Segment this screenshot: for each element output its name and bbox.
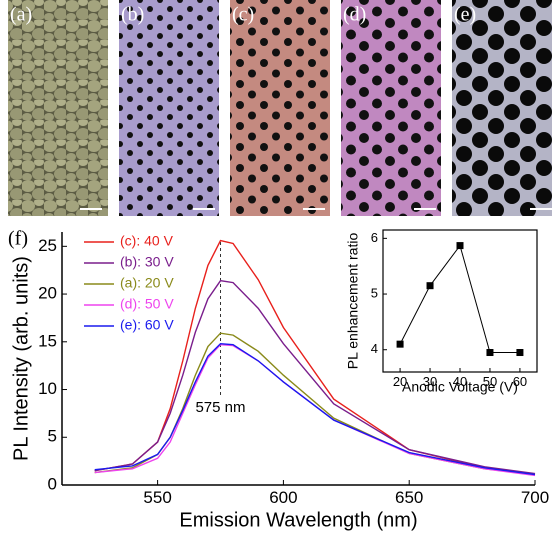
legend-label: (d): 50 V bbox=[120, 296, 174, 312]
x-tick-label: 650 bbox=[395, 488, 423, 507]
marker bbox=[486, 349, 494, 357]
panel-label: (d) bbox=[343, 4, 366, 26]
panel-label: (f) bbox=[8, 228, 28, 250]
panel-label: (a) bbox=[10, 4, 32, 26]
legend-label: (a): 20 V bbox=[120, 275, 174, 291]
y-tick-label: 5 bbox=[48, 427, 57, 446]
marker bbox=[426, 282, 434, 290]
sem-image bbox=[119, 0, 219, 216]
x-axis-label: Emission Wavelength (nm) bbox=[179, 509, 417, 531]
marker bbox=[456, 242, 464, 250]
series-line bbox=[94, 342, 536, 476]
legend-label: (b): 30 V bbox=[120, 254, 174, 270]
x-axis-label: Anodic Voltage (V) bbox=[402, 379, 518, 395]
annotation: 575 nm bbox=[195, 399, 245, 416]
sem-image bbox=[452, 0, 552, 216]
x-tick-label: 700 bbox=[521, 488, 549, 507]
marker bbox=[516, 349, 524, 357]
legend-label: (c): 40 V bbox=[120, 233, 174, 249]
plot-frame bbox=[382, 229, 538, 373]
y-tick-label: 10 bbox=[38, 379, 57, 398]
x-tick-label: 40 bbox=[453, 374, 467, 389]
panel-label: (b) bbox=[121, 4, 144, 26]
panel-label: (c) bbox=[232, 4, 254, 26]
x-tick-label: 600 bbox=[269, 488, 297, 507]
panel-label: (e) bbox=[454, 4, 476, 26]
x-tick-label: 30 bbox=[423, 374, 437, 389]
sem-images: (a) (b) (c) (d) (e) bbox=[8, 0, 552, 216]
x-tick-label: 550 bbox=[143, 488, 171, 507]
x-tick-label: 20 bbox=[393, 374, 407, 389]
sem-image bbox=[341, 0, 441, 216]
y-tick-label: 5 bbox=[371, 285, 378, 300]
x-tick-label: 50 bbox=[483, 374, 497, 389]
x-tick-label: 60 bbox=[513, 374, 527, 389]
y-tick-label: 4 bbox=[371, 341, 378, 356]
y-tick-label: 15 bbox=[38, 331, 57, 350]
legend-label: (e): 60 V bbox=[120, 317, 174, 333]
marker bbox=[396, 340, 404, 348]
y-tick-label: 6 bbox=[371, 230, 378, 245]
y-axis-label: PL enhancement ratio bbox=[345, 233, 361, 370]
sem-image bbox=[230, 0, 330, 216]
y-tick-label: 20 bbox=[38, 284, 57, 303]
series-line bbox=[94, 279, 536, 475]
y-axis-label: PL Intensity (arb. units) bbox=[10, 256, 32, 461]
sem-image bbox=[8, 0, 108, 216]
y-tick-label: 25 bbox=[38, 236, 57, 255]
y-tick-label: 0 bbox=[48, 474, 57, 493]
